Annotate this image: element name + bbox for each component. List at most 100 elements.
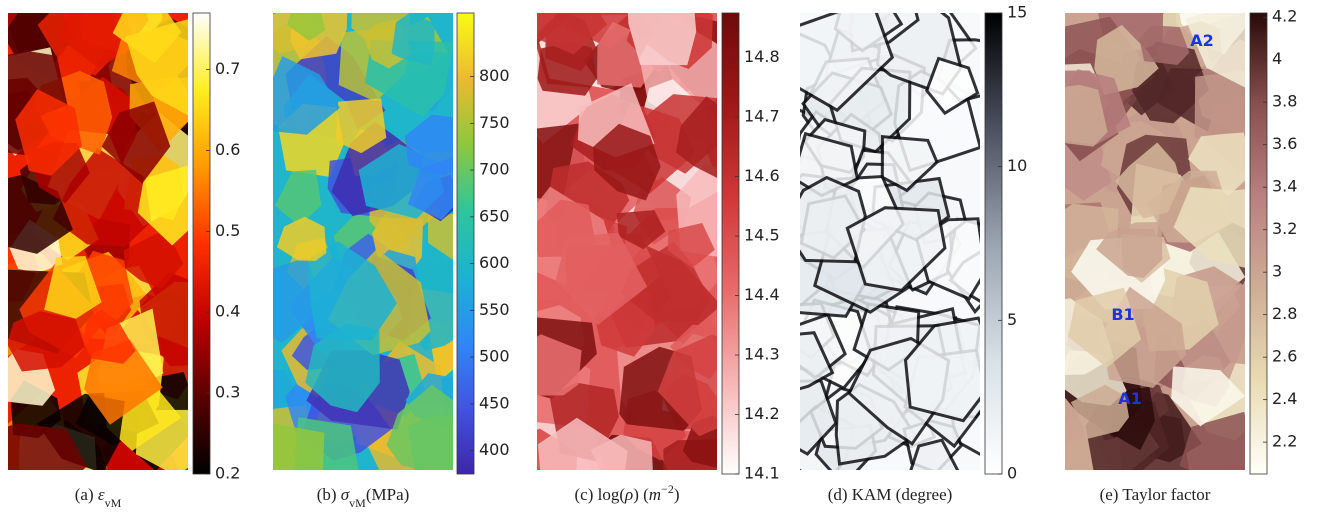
grain (667, 223, 715, 268)
grain (845, 206, 947, 293)
annotation: A1 (1118, 389, 1142, 408)
grain (273, 423, 325, 470)
map-image (537, 13, 717, 470)
caption-part: (MPa) (366, 485, 409, 504)
caption: (d) KAM (degree) (828, 485, 953, 504)
grain (386, 384, 453, 470)
map-image (800, 13, 980, 470)
tick-label: 5 (1007, 310, 1017, 329)
grain (15, 89, 82, 176)
tick-label: 3 (1272, 262, 1282, 281)
grain (880, 134, 939, 193)
grain (273, 56, 340, 135)
tick-label: 700 (479, 160, 510, 179)
tick-label: 2.6 (1272, 347, 1297, 366)
tick-label: 3.6 (1272, 134, 1297, 153)
tick-label: 500 (479, 347, 510, 366)
colorbar (456, 12, 475, 475)
map-image (8, 13, 188, 470)
tick-label: 4 (1272, 49, 1282, 68)
grain (52, 148, 152, 247)
tick-label: 4.2 (1272, 7, 1297, 26)
grain (537, 334, 582, 396)
tick-label: 14.5 (744, 226, 780, 245)
caption-part: (e) Taylor factor (1100, 485, 1211, 504)
grain (123, 233, 184, 289)
grain (306, 241, 398, 341)
caption-part: ε (98, 485, 105, 504)
caption-part: −2 (661, 482, 674, 496)
grain (800, 379, 838, 456)
grain (800, 175, 867, 264)
grain (1179, 411, 1245, 470)
caption-part: (c) log( (575, 485, 626, 504)
caption-part: (a) (75, 485, 98, 504)
grain (1068, 287, 1142, 368)
colorbar (1249, 12, 1268, 475)
grain (428, 213, 453, 260)
panel: 2.2 2.4 2.6 2.8 3 3.2 3.4 3.6 3.8 4 4.2 (e) Taylor … (1065, 7, 1297, 504)
caption-part: ) ( (633, 485, 649, 504)
tick-label: 14.7 (744, 107, 780, 126)
grain (1188, 132, 1245, 197)
tick-label: 0.7 (215, 59, 240, 78)
grain (676, 96, 717, 178)
caption-part: vM (349, 496, 366, 510)
grain (305, 323, 380, 413)
tick-label: 3.8 (1272, 92, 1297, 111)
tick-label: 2.2 (1272, 432, 1297, 451)
tick-label: 14.6 (744, 166, 780, 185)
tick-label: 0.5 (215, 221, 240, 240)
caption: (b) σvM(MPa) (317, 485, 410, 510)
caption-part: (d) KAM (degree) (828, 485, 953, 504)
grain (555, 232, 648, 325)
grain (1173, 187, 1245, 268)
tick-label: 0.6 (215, 140, 240, 159)
grain (800, 331, 835, 391)
annotation: A2 (1190, 31, 1214, 50)
grain (1194, 70, 1245, 151)
grain (657, 334, 717, 437)
grain (84, 339, 163, 425)
grain (537, 13, 608, 55)
tick-label: 10 (1007, 156, 1027, 175)
tick-label: 2.4 (1272, 389, 1297, 408)
caption-part: vM (105, 496, 122, 510)
grain (8, 311, 85, 372)
tick-label: 0.2 (215, 464, 240, 483)
grain (1096, 222, 1163, 278)
grain (924, 56, 980, 116)
grain (275, 169, 322, 227)
grain (44, 256, 102, 319)
grain (616, 210, 666, 250)
grain (101, 101, 171, 184)
grain (82, 309, 136, 364)
grain (1185, 13, 1245, 88)
tick-label: 450 (479, 393, 510, 412)
colorbar (192, 12, 211, 475)
tick-label: 0.4 (215, 302, 240, 321)
grain (1070, 384, 1129, 439)
grain (1065, 84, 1108, 147)
grain (1171, 366, 1245, 427)
caption: (e) Taylor factor (1100, 485, 1211, 504)
grain (137, 165, 188, 246)
grain (8, 423, 87, 470)
colorbar (721, 12, 740, 475)
tick-label: 800 (479, 66, 510, 85)
caption-part: ρ (624, 485, 633, 504)
grain (404, 114, 453, 176)
grain (112, 13, 182, 64)
tick-label: 14.3 (744, 345, 780, 364)
tick-label: 3.4 (1272, 177, 1297, 196)
grain (391, 13, 435, 66)
grain (903, 316, 980, 423)
tick-label: 14.4 (744, 285, 780, 304)
tick-label: 0 (1007, 464, 1017, 483)
tick-label: 0.3 (215, 383, 240, 402)
panel: 14.1 14.2 14.3 14.4 14.5 14.6 14.7 14.8 (c) log(… (537, 12, 780, 504)
grain (335, 98, 387, 154)
grain (276, 216, 327, 261)
tick-label: 14.2 (744, 404, 780, 423)
annotation: B1 (1111, 305, 1134, 324)
